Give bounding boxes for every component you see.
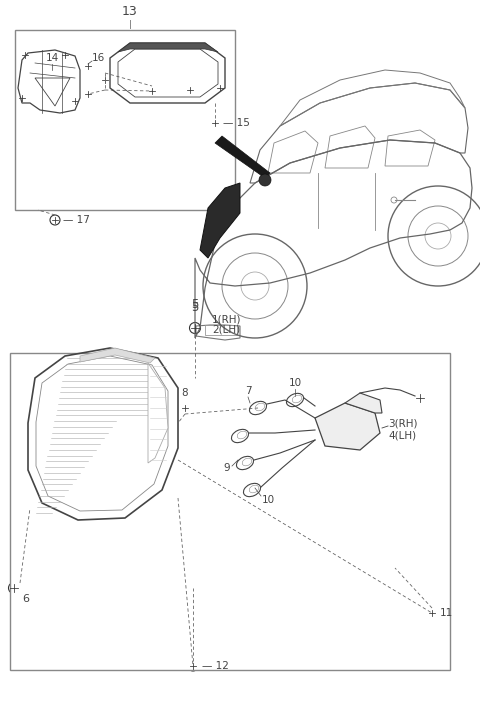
Polygon shape xyxy=(200,183,240,258)
Text: 9: 9 xyxy=(223,463,230,473)
Polygon shape xyxy=(118,43,218,52)
Text: 3(RH): 3(RH) xyxy=(388,418,418,428)
Text: 11: 11 xyxy=(440,608,453,618)
Polygon shape xyxy=(148,363,168,463)
Text: 8: 8 xyxy=(182,388,188,398)
Text: 13: 13 xyxy=(122,5,138,18)
Polygon shape xyxy=(215,136,270,178)
Bar xyxy=(15,30,235,210)
Bar xyxy=(205,325,237,335)
Text: — 15: — 15 xyxy=(223,118,250,128)
Text: 10: 10 xyxy=(288,378,301,388)
Polygon shape xyxy=(315,403,380,450)
Text: 1(RH): 1(RH) xyxy=(212,315,241,325)
Text: 6: 6 xyxy=(22,594,29,604)
Text: 10: 10 xyxy=(262,495,275,505)
Circle shape xyxy=(259,174,271,186)
Text: — 17: — 17 xyxy=(63,215,90,225)
Text: 7: 7 xyxy=(245,386,252,396)
Text: 2(LH): 2(LH) xyxy=(212,325,240,335)
Text: 5: 5 xyxy=(192,298,199,311)
Text: 4(LH): 4(LH) xyxy=(388,430,416,440)
Text: 5: 5 xyxy=(192,301,199,314)
Text: 16: 16 xyxy=(92,53,105,63)
Bar xyxy=(10,353,450,670)
Text: — 12: — 12 xyxy=(202,661,229,671)
Polygon shape xyxy=(80,348,155,363)
Polygon shape xyxy=(345,393,382,413)
Text: 14: 14 xyxy=(46,53,59,63)
